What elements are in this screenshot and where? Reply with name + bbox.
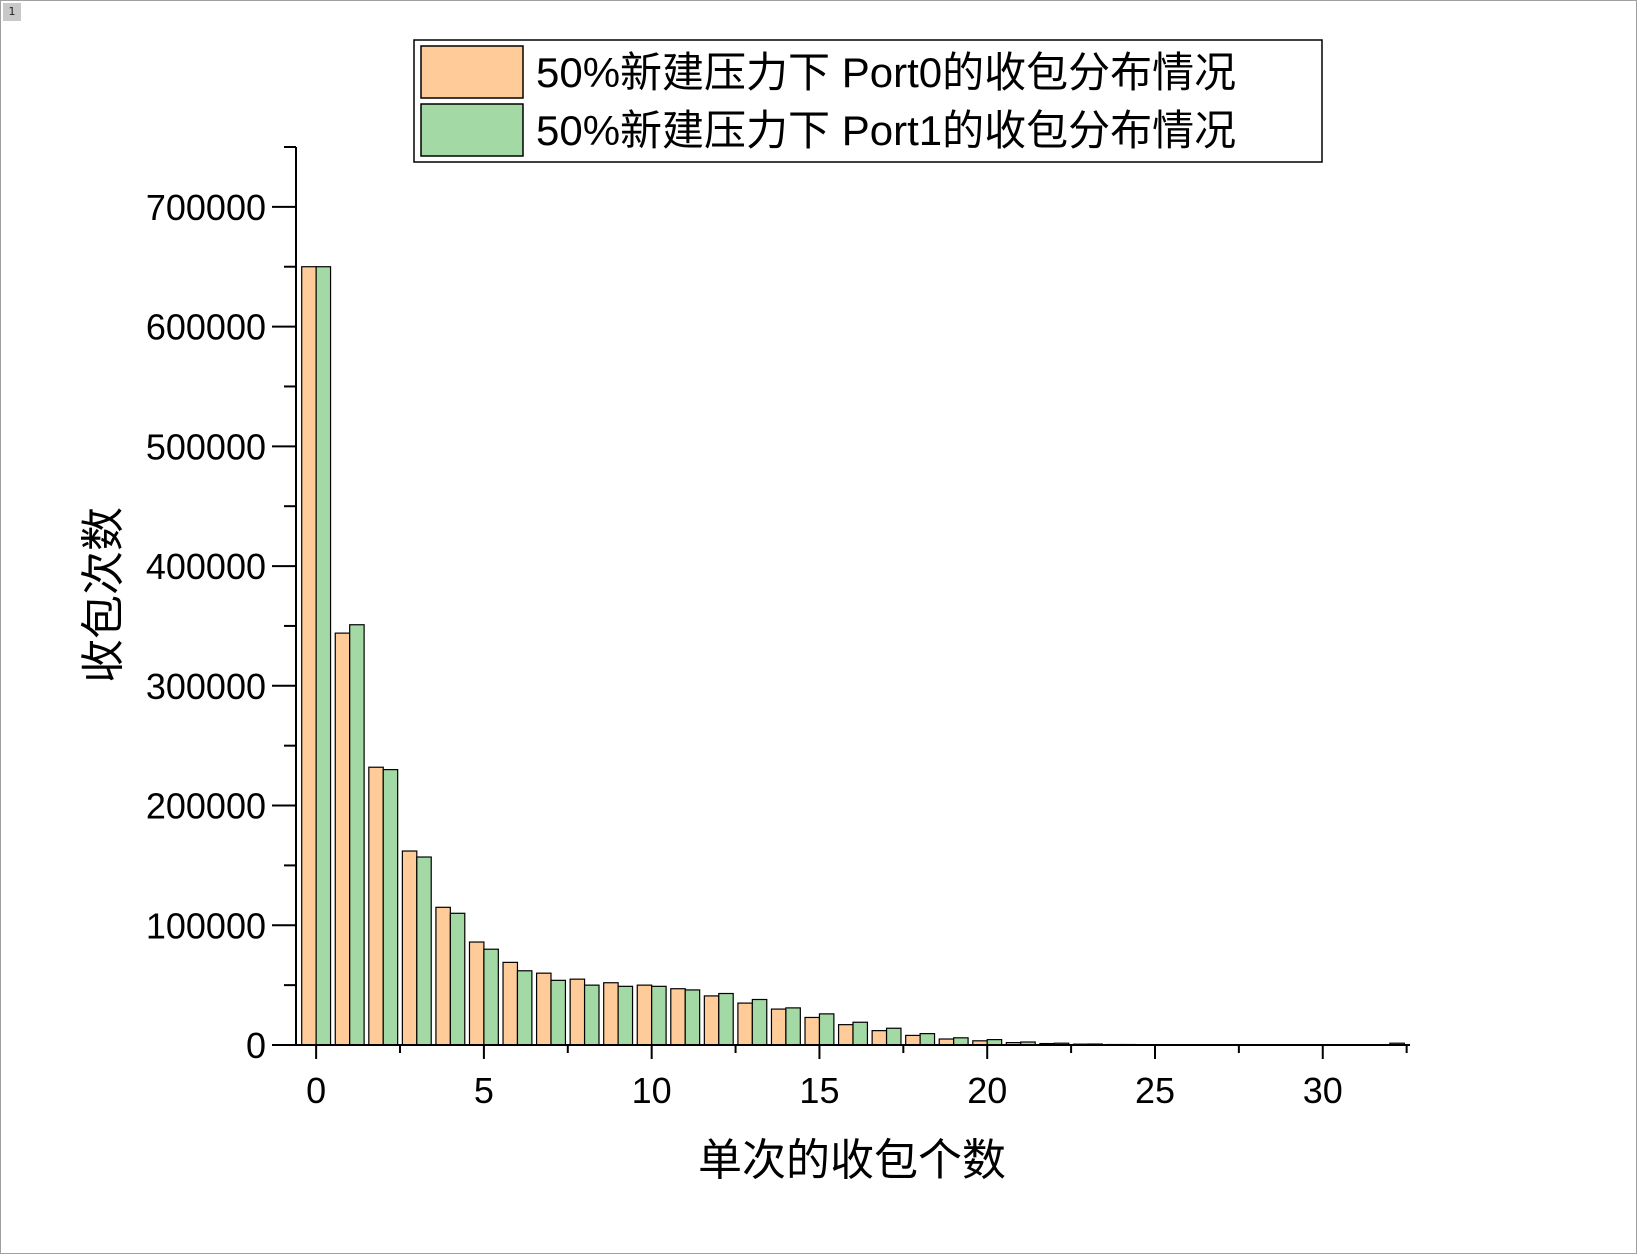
x-tick-label: 5 [474,1070,494,1111]
y-tick-label: 0 [246,1025,266,1066]
y-tick-label: 400000 [146,546,266,587]
bar-port0-x12 [703,995,720,1046]
bar-port1-x4 [449,912,466,1046]
page-number-badge: 1 [3,3,21,21]
bar-port0-x16 [837,1024,854,1046]
bars-layer [301,266,1405,1046]
y-tick-label: 500000 [146,426,266,467]
bar-port0-x3 [401,850,418,1046]
bar-port1-x1 [349,624,365,1046]
x-tick-label: 20 [967,1070,1007,1111]
bar-port0-x17 [871,1030,888,1046]
bar-port1-x8 [583,984,600,1046]
bar-port1-x12 [718,992,734,1046]
bar-port1-x11 [684,989,701,1046]
bar-port1-x14 [785,1007,801,1046]
bar-port0-x13 [737,1002,753,1046]
y-axis-title: 收包次数 [78,507,129,683]
bar-port1-x15 [818,1013,835,1046]
bar-port0-x18 [905,1034,921,1046]
y-tick-label: 600000 [146,307,266,348]
bar-port0-x14 [770,1008,787,1046]
bar-port1-x10 [651,985,667,1046]
bar-port1-x0 [315,266,332,1046]
x-axis-title: 单次的收包个数 [698,1135,1006,1186]
legend-label-port1: 50%新建压力下 Port1的收包分布情况 [536,107,1236,154]
bar-port0-x4 [435,906,451,1046]
bar-port1-x3 [416,856,432,1046]
x-tick-label: 25 [1135,1070,1175,1111]
bar-port1-x13 [751,998,768,1046]
bar-port1-x5 [483,948,499,1046]
bar-port0-x15 [804,1016,821,1046]
legend-swatch-port1 [420,103,524,157]
bar-port0-x1 [334,632,351,1046]
bar-port0-x0 [301,266,317,1046]
bar-port1-x6 [516,970,533,1046]
bar-port1-x17 [885,1027,902,1046]
x-tick-label: 30 [1303,1070,1343,1111]
legend-frame [413,39,1323,163]
bar-port1-x7 [550,979,567,1046]
bar-port0-x2 [368,766,384,1046]
x-tick-label: 0 [306,1070,326,1111]
axes-layer [272,146,1410,1059]
bar-port1-x16 [852,1021,869,1046]
legend-swatch-port0 [420,45,524,99]
bar-port0-x5 [468,941,485,1046]
bar-port0-x10 [636,984,653,1046]
bar-port0-x8 [569,978,586,1046]
y-tick-label: 300000 [146,666,266,707]
bar-port0-x7 [535,972,552,1046]
bar-port1-x9 [617,985,634,1046]
bar-port0-x6 [502,961,519,1046]
legend-label-port0: 50%新建压力下 Port0的收包分布情况 [536,49,1236,96]
tick-labels-layer: 0 100000 200000 300000 400000 500000 600000 700… [146,187,1343,1111]
x-tick-label: 10 [632,1070,672,1111]
legend: 50%新建压力下 Port0的收包分布情况 50%新建压力下 Port1的收包分… [413,39,1323,163]
y-tick-label: 100000 [146,905,266,946]
y-tick-label: 200000 [146,786,266,827]
bar-port1-x2 [382,769,399,1046]
bar-port0-x9 [603,982,619,1046]
bar-port1-x18 [919,1033,936,1046]
x-tick-label: 15 [799,1070,839,1111]
bar-port0-x11 [670,988,686,1046]
bar-port1-x19 [953,1037,969,1046]
y-tick-label: 700000 [146,187,266,228]
